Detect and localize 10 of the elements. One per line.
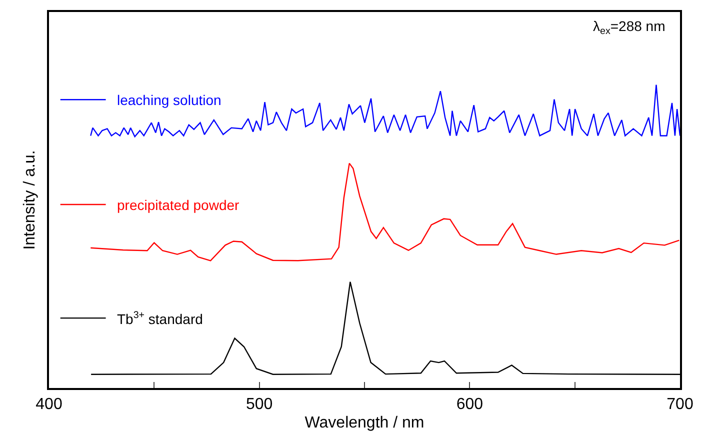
x-tick-label: 700 (666, 396, 694, 414)
text: λ$_{ex}$=288 nm (593, 18, 666, 37)
x-tick-label: 600 (456, 396, 484, 414)
legend-label: precipitated powder (117, 197, 240, 213)
x-axis-title: Wavelength / nm (304, 414, 424, 432)
y-axis-title: Intensity / a.u. (21, 150, 38, 250)
legend-label: leaching solution (117, 92, 222, 108)
x-tick-label: 500 (246, 396, 273, 414)
x-tick-label: 400 (36, 396, 62, 414)
legend-label: Tb$^{3+}$ standard (117, 310, 203, 327)
